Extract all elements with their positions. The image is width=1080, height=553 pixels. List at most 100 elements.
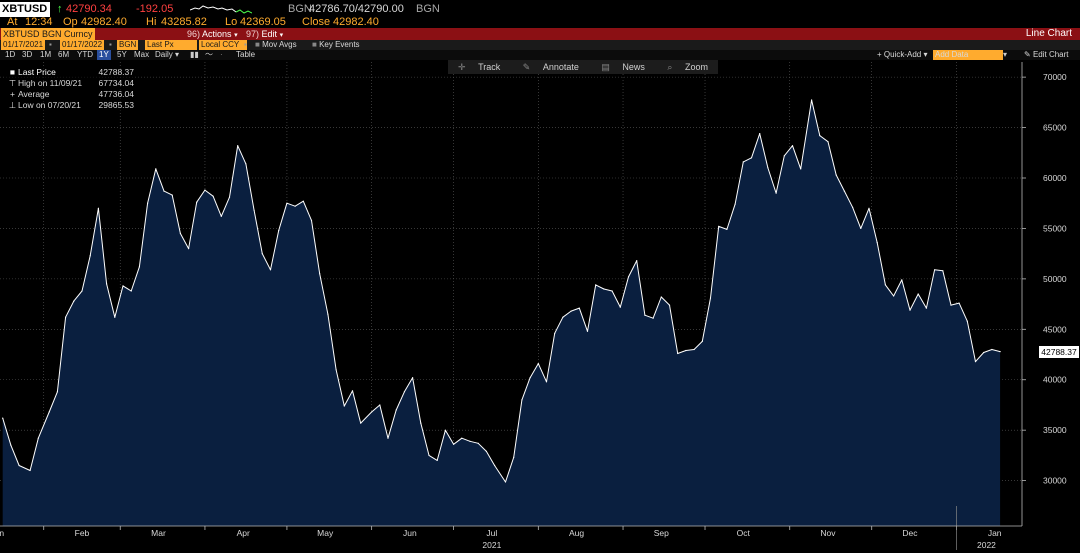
data-point [420,422,422,424]
mov-avgs-toggle[interactable]: ■ Mov Avgs [255,40,297,50]
data-point [403,391,405,393]
data-point [73,300,75,302]
data-point [586,330,589,332]
data-point [562,316,564,318]
key-events-toggle[interactable]: ■ Key Events [312,40,360,50]
period-1m[interactable]: 1M [40,50,52,59]
frequency-label: Daily [155,50,173,59]
period-3d[interactable]: 3D [22,50,33,59]
end-date-field[interactable]: 01/17/2022 [60,40,105,50]
quick-add-label: Quick-Add [883,50,922,59]
security-description-field[interactable] [88,28,187,40]
data-point [10,444,12,446]
data-point [884,284,887,286]
data-point [742,161,744,163]
x-tick-label: Nov [820,528,836,538]
period-ytd[interactable]: YTD [77,50,93,59]
more-icon[interactable]: · [220,50,223,59]
data-point [130,290,132,292]
period-5y[interactable]: 5Y [117,50,127,59]
quick-add-button[interactable]: + Quick-Add ▾ [875,50,930,60]
track-button[interactable]: ✛ Track [448,60,510,74]
field-selector[interactable]: Last Px [145,40,197,50]
zoom-label: Zoom [684,62,708,72]
data-point [504,481,507,483]
security-field[interactable]: XBTUSD BGN Curncy [1,28,95,40]
legend-last-price[interactable]: ■ Last Price 42788.37 [6,67,134,78]
add-data-input[interactable]: Add Data [933,50,1003,60]
data-point [983,351,985,354]
parameter-bar: 01/17/2021 ▪ 01/17/2022 ▪ BGN Last Px Lo… [0,40,1080,50]
data-point [876,242,878,244]
data-point [343,405,345,407]
data-point [513,456,515,458]
checkbox-icon: ■ [312,40,317,49]
data-point [2,417,4,419]
data-point [335,369,337,371]
crosshair-icon: ✛ [458,62,466,72]
high-label: Hi [146,16,157,28]
bid-ask: 42786.70/42790.00 [309,3,404,15]
data-point [693,348,695,351]
data-point [767,167,769,169]
actions-menu[interactable]: 96) Actions ▾ [187,28,238,40]
y-tick-label: 50000 [1043,274,1067,284]
news-button[interactable]: ▤ News [591,60,655,74]
data-point [811,99,813,101]
x-tick-label: Jan [988,528,1002,538]
ticker-symbol[interactable]: XBTUSD [0,2,51,17]
data-point [245,163,247,165]
data-point [843,190,846,192]
price-area-fill [2,100,1001,526]
chevron-down-icon[interactable]: ▾ [1003,50,1008,59]
data-point [469,440,471,442]
currency-selector[interactable]: Local CCY [199,40,247,50]
period-max[interactable]: Max [134,50,150,59]
x-year-label: 2021 [482,540,501,550]
chart-legend: ■ Last Price 42788.37 ⊤ High on 11/09/21… [6,67,134,111]
dropdown-icon[interactable]: ▪ [244,40,247,49]
pencil-icon: ✎ [522,62,531,72]
data-point [494,464,496,467]
y-tick-label: 60000 [1043,173,1067,183]
data-point [627,276,630,278]
data-point [237,145,239,147]
x-tick-label: Apr [237,528,250,538]
frequency-selector[interactable]: Daily ▾ [153,50,181,60]
data-point [800,168,802,170]
plus-icon: + [877,50,882,59]
data-point [819,135,821,137]
legend-low-label: Low on 07/20/21 [18,100,81,110]
edit-menu[interactable]: 97) Edit ▾ [246,28,283,40]
legend-last-label: Last Price [18,67,56,77]
chart-toolbar: ✛ Track ✎ Annotate ▤ News ⌕ Zoom [448,60,718,74]
annotate-button[interactable]: ✎ Annotate [513,60,589,74]
data-point [521,399,523,401]
period-6m[interactable]: 6M [58,50,70,59]
source-field[interactable]: BGN [117,40,139,50]
legend-low: ⊥ Low on 07/20/21 29865.53 [6,100,134,111]
edit-number: 97) [246,29,260,39]
data-point [81,290,83,292]
sparkline-icon[interactable]: 〜 [205,50,213,59]
close-value: 42982.40 [333,16,379,28]
start-date-field[interactable]: 01/17/2021 [1,40,46,50]
data-point [163,190,165,192]
zoom-button[interactable]: ⌕ Zoom [657,60,718,74]
data-point [122,285,124,287]
data-point [114,316,116,318]
period-1y[interactable]: 1Y [97,50,111,60]
data-point [570,310,572,312]
bar-chart-icon[interactable]: ▮▮ [190,50,199,59]
title-bar: XBTUSD BGN Curncy 96) Actions ▾ 97) Edit… [0,28,1080,40]
data-point [436,459,438,461]
data-point [677,352,679,355]
data-point [48,411,50,413]
edit-chart-button[interactable]: ✎ Edit Chart [1022,50,1071,60]
x-tick-label: Sep [654,528,669,538]
table-button[interactable]: Table [236,50,256,59]
data-point [529,377,531,379]
price-chart[interactable]: 30000 35000 40000 45000 50000 55000 60000 65000… [0,60,1080,553]
date-separator-icon: ▪ [49,40,52,49]
period-1d[interactable]: 1D [5,50,16,59]
